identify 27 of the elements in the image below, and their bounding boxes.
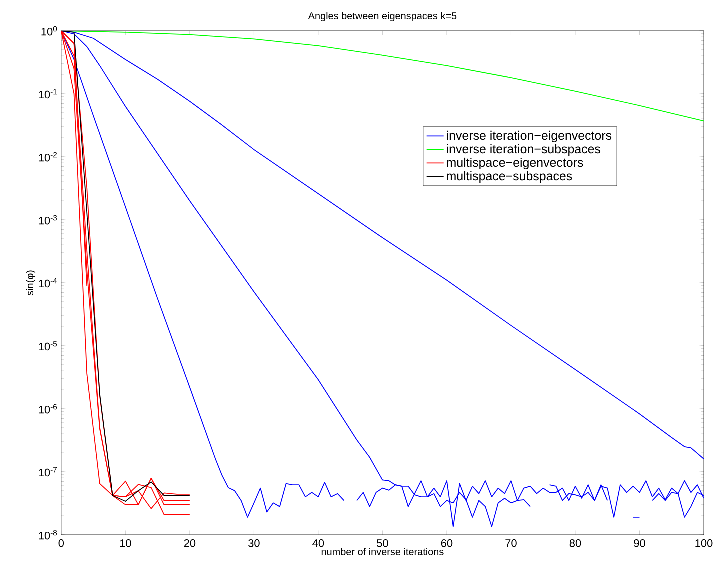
x-tick-label: 30	[248, 540, 260, 548]
x-tick-label: 100	[696, 540, 713, 548]
legend-label: multispace−eigenvectors	[447, 158, 584, 170]
x-axis-title: number of inverse iterations	[322, 548, 444, 556]
x-tick-label: 0	[58, 540, 64, 548]
x-tick-label: 50	[377, 540, 388, 548]
legend-label: multispace−subspaces	[447, 171, 572, 184]
chart-title: Angles between eigenspaces k=5	[308, 12, 457, 22]
y-tick-label: 10$^{-5}$	[39, 341, 58, 351]
legend-label: inverse iteration−subspaces	[447, 144, 601, 156]
x-tick-label: 90	[634, 540, 646, 548]
x-tick-label: 60	[441, 540, 453, 548]
y-tick-label: 10$^{-6}$	[39, 404, 58, 414]
x-tick-label: 20	[184, 540, 196, 548]
x-tick-label: 80	[570, 540, 582, 548]
legend-label: inverse iteration−eigenvectors	[447, 130, 612, 143]
x-tick-label: 10	[120, 540, 132, 548]
y-tick-label: 10$^{-8}$	[39, 530, 58, 540]
y-axis-title: sin(φ)	[26, 270, 36, 296]
y-tick-label: 10$^{-2}$	[39, 152, 57, 162]
y-tick-label: 10$^{0}$	[42, 26, 58, 36]
y-tick-label: 10$^{-7}$	[39, 467, 57, 477]
y-tick-label: 10$^{-1}$	[39, 89, 58, 99]
x-tick-label: 70	[506, 540, 517, 548]
y-tick-label: 10$^{-3}$	[39, 215, 58, 225]
x-tick-label: 40	[312, 540, 324, 548]
y-tick-label: 10$^{-4}$	[39, 278, 58, 288]
